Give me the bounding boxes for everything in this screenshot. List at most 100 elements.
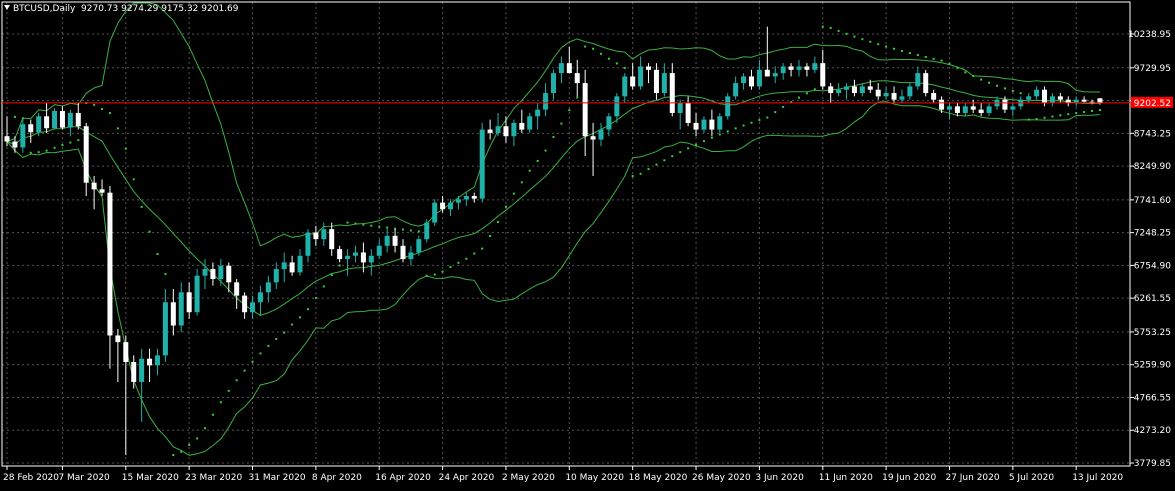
sar-dot (417, 230, 420, 233)
candle-body (1081, 99, 1087, 102)
sar-dot (172, 454, 175, 457)
current-price-tag (1131, 96, 1173, 108)
axes: 10238.959729.959236.628743.258249.907741… (1, 1, 1173, 483)
sar-dot (821, 25, 824, 28)
x-tick-label: 10 May 2020 (565, 473, 624, 483)
sar-dot (180, 450, 183, 453)
sar-dot (1083, 110, 1086, 113)
y-tick-label: 10238.95 (1128, 30, 1171, 40)
sar-dot (996, 84, 998, 87)
sar-dot (251, 360, 254, 363)
symbol-label: BTCUSD,Daily (13, 4, 76, 14)
candle-body (867, 86, 873, 90)
candle-body (638, 66, 644, 87)
sar-dot (1091, 109, 1094, 112)
sar-dot (283, 331, 286, 334)
sar-dot (362, 223, 365, 226)
sar-dot (790, 101, 793, 104)
sar-dot (750, 121, 753, 124)
sar-dot (702, 140, 705, 143)
candle-body (550, 73, 556, 94)
sar-dot (370, 224, 373, 227)
candle-body (844, 86, 850, 90)
sar-dot (402, 228, 404, 231)
y-tick-label: 7741.60 (1134, 196, 1171, 206)
sar-dot (338, 264, 341, 267)
sar-dot (726, 130, 729, 133)
candle-body (946, 106, 952, 110)
sar-dot (1075, 112, 1078, 115)
sar-dot (813, 88, 816, 91)
x-tick-label: 24 Apr 2020 (439, 473, 495, 483)
candle-body (123, 342, 129, 363)
sar-dot (1011, 89, 1014, 92)
x-tick-label: 2 May 2020 (502, 473, 555, 483)
candle-body (75, 112, 81, 127)
candle-body (91, 182, 97, 190)
sar-dot (330, 273, 333, 276)
sar-dot (61, 144, 64, 147)
sar-dot (489, 235, 492, 238)
candle-body (677, 103, 683, 113)
candle-body (891, 93, 897, 100)
y-tick-label: 5753.25 (1134, 328, 1171, 338)
bollinger-upper (6, 2, 1100, 247)
sar-dot (291, 323, 294, 326)
x-tick-label: 31 Mar 2020 (249, 473, 306, 483)
candle-body (455, 199, 461, 203)
sar-dot (774, 111, 777, 114)
candle-body (535, 109, 541, 117)
candle-body (147, 358, 153, 366)
sar-dot (204, 427, 206, 430)
x-tick-label: 13 Jul 2020 (1072, 473, 1123, 483)
candle-body (875, 89, 881, 97)
candle-body (962, 106, 968, 113)
candle-body (36, 116, 42, 133)
current-price-label: 9202.52 (1134, 99, 1171, 109)
x-tick-label: 8 Apr 2020 (312, 473, 362, 483)
sar-dot (877, 43, 880, 46)
candle-body (1034, 89, 1040, 97)
sar-dot (433, 273, 436, 276)
sar-dot (600, 52, 602, 55)
sar-dot (322, 285, 325, 288)
candle-body (970, 106, 976, 110)
x-tick-label: 11 Jun 2020 (819, 473, 873, 483)
sar-dot (314, 296, 317, 299)
sar-dot (568, 109, 571, 112)
sar-dot (1035, 118, 1038, 121)
sar-dot (306, 308, 309, 311)
sar-dot (655, 163, 658, 166)
candle-body (305, 232, 311, 256)
candle-body (99, 189, 105, 193)
candle-body (598, 129, 604, 140)
sar-dot (742, 124, 745, 127)
sar-dot (1027, 118, 1030, 121)
sar-dot (354, 222, 357, 225)
sar-dot (679, 151, 682, 154)
candle-body (67, 112, 73, 128)
sar-dot (449, 266, 452, 269)
candle-body (321, 229, 327, 240)
chart-menu-icon[interactable] (4, 5, 10, 10)
sar-dot (758, 119, 761, 122)
sar-dot (1019, 92, 1022, 95)
candle-body (250, 302, 256, 313)
candle-body (915, 73, 921, 87)
candle-body (622, 76, 628, 97)
sar-dot (924, 55, 927, 58)
x-tick-label: 16 Apr 2020 (375, 473, 431, 483)
candle-body (796, 66, 802, 70)
candle-body (788, 66, 794, 70)
x-tick-label: 7 Mar 2020 (58, 473, 110, 483)
sar-dot (972, 75, 975, 78)
x-tick-label: 26 May 2020 (692, 473, 751, 483)
sar-dot (900, 49, 903, 52)
candle-body (986, 106, 992, 113)
sar-dot (1067, 113, 1070, 116)
candle-body (59, 110, 65, 128)
sar-dot (259, 352, 262, 355)
sar-dot (378, 225, 381, 228)
x-tick-label: 18 May 2020 (629, 473, 688, 483)
sar-dot (53, 146, 56, 149)
